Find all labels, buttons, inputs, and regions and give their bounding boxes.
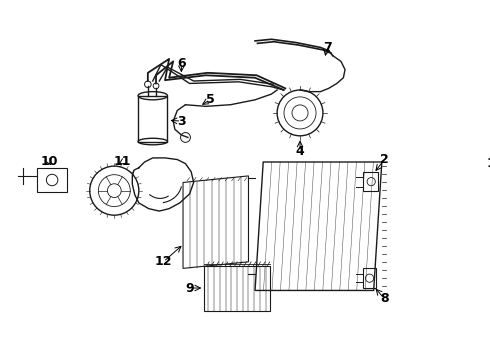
Text: 7: 7	[322, 41, 331, 54]
Text: 3: 3	[177, 114, 186, 127]
Text: 10: 10	[40, 156, 58, 168]
Text: 6: 6	[177, 57, 186, 70]
Text: 9: 9	[185, 282, 194, 294]
Text: 2: 2	[380, 153, 389, 166]
Text: 5: 5	[206, 93, 215, 106]
Text: 1: 1	[486, 157, 490, 170]
Text: 11: 11	[114, 156, 131, 168]
Text: 12: 12	[155, 255, 172, 268]
Text: 8: 8	[380, 292, 389, 305]
Text: 4: 4	[295, 145, 304, 158]
